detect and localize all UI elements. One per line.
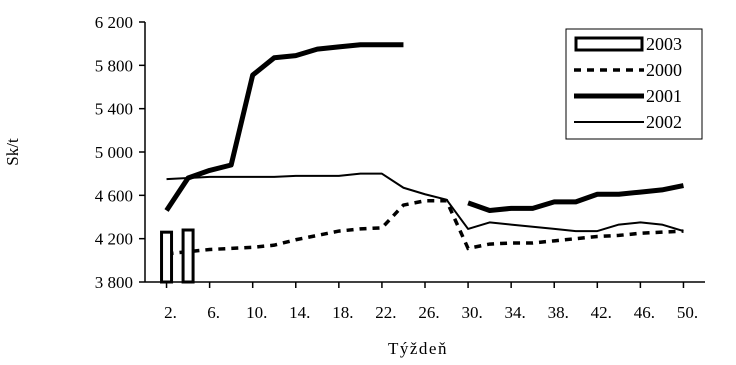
legend-label-2002: 2002: [646, 112, 682, 132]
x-tick-label: 38.: [548, 303, 569, 322]
x-tick-label: 50.: [677, 303, 698, 322]
x-tick-label: 30.: [461, 303, 482, 322]
series-2001: [164, 42, 684, 213]
y-tick-label: 3 800: [95, 273, 133, 292]
line-2000: [166, 199, 684, 256]
y-tick-label: 5 000: [95, 143, 133, 162]
legend-label-2003: 2003: [646, 34, 682, 54]
x-tick-label: 10.: [246, 303, 267, 322]
bar-2003: [160, 230, 174, 284]
y-tick-label: 5 400: [95, 100, 133, 119]
y-tick-label: 4 200: [95, 230, 133, 249]
line-2001: [467, 183, 684, 213]
legend: 2003 2000 2001 2002: [565, 28, 703, 140]
legend-swatch-2003: [574, 36, 644, 52]
series-2000: [166, 199, 684, 256]
bar-2003: [181, 228, 195, 284]
y-tick-label: 5 800: [95, 56, 133, 75]
x-tick-label: 2.: [164, 303, 177, 322]
x-tick-label: 42.: [591, 303, 612, 322]
line-2001: [164, 42, 404, 212]
x-tick-label: 46.: [634, 303, 655, 322]
x-tick-label: 14.: [289, 303, 310, 322]
line-2002: [166, 172, 684, 233]
x-tick-label: 34.: [505, 303, 526, 322]
x-tick-label: 22.: [375, 303, 396, 322]
series-2003: [160, 228, 195, 284]
x-axis-title: Týždeň: [388, 339, 448, 358]
plot-area: [160, 42, 684, 284]
y-ticks: 3 800 4 200 4 600 5 000 5 400 5 800 6 200: [95, 13, 145, 292]
legend-label-2001: 2001: [646, 86, 682, 106]
x-tick-label: 6.: [207, 303, 220, 322]
y-axis-title: Sk/t: [3, 138, 22, 166]
y-tick-label: 4 600: [95, 186, 133, 205]
x-ticks: 2. 6. 10. 14. 18. 22. 26. 30. 34. 38. 42. 46. 50.: [164, 282, 698, 322]
x-tick-label: 18.: [332, 303, 353, 322]
legend-label-2000: 2000: [646, 60, 682, 80]
series-2002: [166, 172, 684, 233]
y-tick-label: 6 200: [95, 13, 133, 32]
x-tick-label: 26.: [418, 303, 439, 322]
